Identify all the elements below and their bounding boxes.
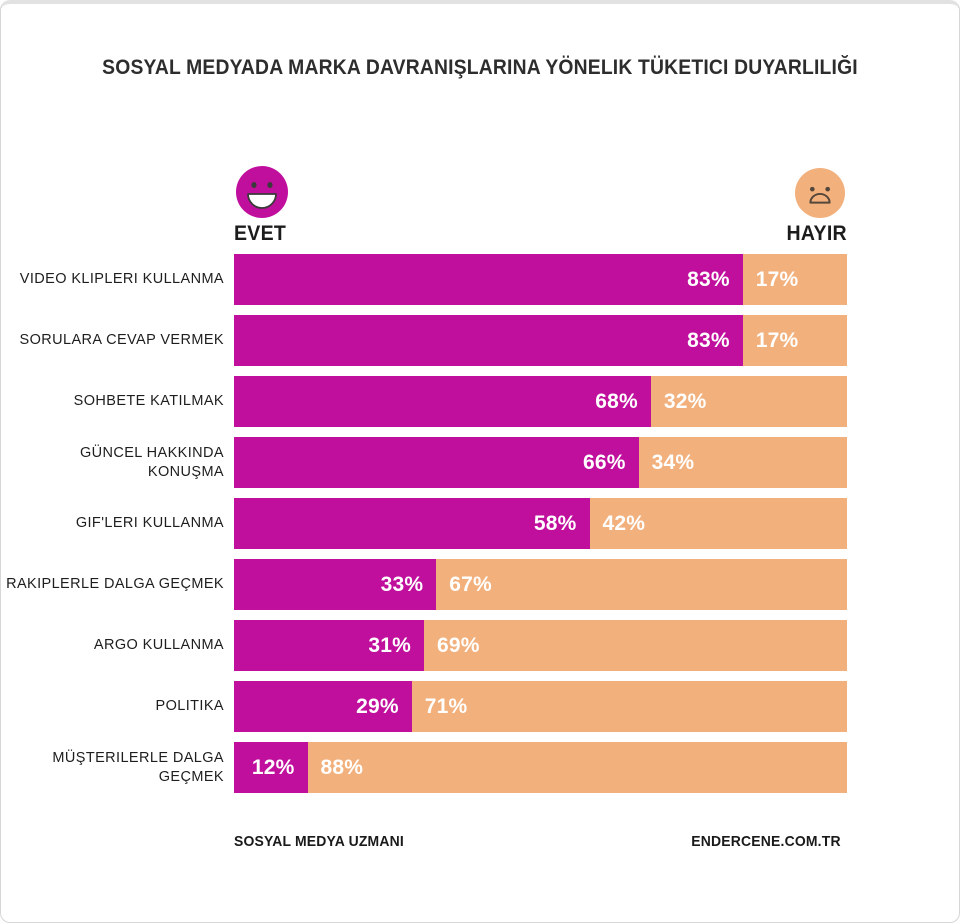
bar-value-yes: 31% <box>368 633 412 657</box>
row-label: MÜŞTERILERLE DALGA GEÇMEK <box>52 750 224 785</box>
legend-yes-label: EVET <box>234 222 287 245</box>
bar: 83% 17% <box>234 315 847 366</box>
bar-segment-no: 69% <box>424 620 847 671</box>
chart-row: SORULARA CEVAP VERMEK 83% 17% <box>1 315 847 366</box>
chart-row: GÜNCEL HAKKINDA KONUŞMA 66% 34% <box>1 437 847 488</box>
bar-value-yes: 83% <box>687 267 730 291</box>
bar-segment-yes: 29% <box>234 681 412 732</box>
bar: 33% 67% <box>234 559 847 610</box>
bar-segment-no: 67% <box>436 559 847 610</box>
bar-segment-no: 17% <box>742 254 847 305</box>
bar-value-yes: 83% <box>687 328 730 352</box>
chart-row: GIF'LERI KULLANMA 58% 42% <box>1 498 847 549</box>
row-label: SOHBETE KATILMAK <box>73 393 224 410</box>
bar-segment-no: 71% <box>411 681 847 732</box>
bar-value-no: 71% <box>424 694 468 718</box>
chart: VIDEO KLIPLERI KULLANMA 83% 17% SORULARA… <box>1 254 847 793</box>
bar-value-no: 34% <box>651 450 695 474</box>
bar-segment-yes: 66% <box>234 437 639 488</box>
chart-row: MÜŞTERILERLE DALGA GEÇMEK 12% 88% <box>1 742 847 793</box>
happy-face-icon <box>236 166 288 218</box>
legend-no-label: HAYIR <box>786 222 847 245</box>
footer-right-label: ENDERCENE.COM.TR <box>691 833 841 850</box>
bar: 83% 17% <box>234 254 847 305</box>
bar-segment-yes: 33% <box>234 559 437 610</box>
bar-value-no: 88% <box>320 755 364 779</box>
bar-value-no: 42% <box>602 511 646 535</box>
bar-segment-yes: 68% <box>234 376 651 427</box>
bar-value-no: 69% <box>437 633 480 657</box>
row-label: VIDEO KLIPLERI KULLANMA <box>19 271 224 288</box>
bar-segment-yes: 58% <box>234 498 590 549</box>
chart-row: SOHBETE KATILMAK 68% 32% <box>1 376 847 427</box>
footer: SOSYAL MEDYA UZMANI ENDERCENE.COM.TR <box>234 833 841 850</box>
bar-value-no: 17% <box>755 328 799 352</box>
bar-value-no: 32% <box>663 389 707 413</box>
bar-value-no: 17% <box>755 267 799 291</box>
chart-row: VIDEO KLIPLERI KULLANMA 83% 17% <box>1 254 847 305</box>
bar-segment-yes: 83% <box>234 254 743 305</box>
bar-value-yes: 58% <box>533 511 577 535</box>
sad-face-icon <box>795 168 845 218</box>
footer-left-label: SOSYAL MEDYA UZMANI <box>234 833 404 850</box>
row-label: ARGO KULLANMA <box>93 637 224 654</box>
bar: 66% 34% <box>234 437 847 488</box>
bar-value-yes: 29% <box>356 694 399 718</box>
bar-value-yes: 68% <box>595 389 638 413</box>
legend: EVET HAYIR <box>234 166 847 246</box>
row-label: RAKIPLERLE DALGA GEÇMEK <box>6 576 224 593</box>
chart-row: POLITIKA 29% 71% <box>1 681 847 732</box>
row-label: POLITIKA <box>155 698 224 715</box>
chart-row: RAKIPLERLE DALGA GEÇMEK 33% 67% <box>1 559 847 610</box>
chart-row: ARGO KULLANMA 31% 69% <box>1 620 847 671</box>
bar-segment-yes: 83% <box>234 315 743 366</box>
bar: 68% 32% <box>234 376 847 427</box>
bar-segment-yes: 12% <box>234 742 308 793</box>
bar-segment-no: 17% <box>742 315 847 366</box>
bar-segment-no: 42% <box>589 498 847 549</box>
bar-segment-no: 34% <box>638 437 847 488</box>
bar-segment-no: 32% <box>650 376 847 427</box>
row-label: GIF'LERI KULLANMA <box>75 515 224 532</box>
bar-value-no: 67% <box>449 572 492 596</box>
bar-segment-yes: 31% <box>234 620 425 671</box>
row-label: GÜNCEL HAKKINDA KONUŞMA <box>79 445 224 480</box>
bar-value-yes: 66% <box>582 450 626 474</box>
bar: 31% 69% <box>234 620 847 671</box>
bar: 29% 71% <box>234 681 847 732</box>
legend-no: HAYIR <box>782 168 847 246</box>
page-title: SOSYAL MEDYADA MARKA DAVRANIŞLARINA YÖNE… <box>102 56 858 79</box>
bar: 12% 88% <box>234 742 847 793</box>
legend-yes: EVET <box>234 166 290 246</box>
bar-value-yes: 33% <box>380 572 424 596</box>
bar-segment-no: 88% <box>307 742 847 793</box>
row-label: SORULARA CEVAP VERMEK <box>19 332 224 349</box>
bar: 58% 42% <box>234 498 847 549</box>
bar-value-yes: 12% <box>251 755 295 779</box>
